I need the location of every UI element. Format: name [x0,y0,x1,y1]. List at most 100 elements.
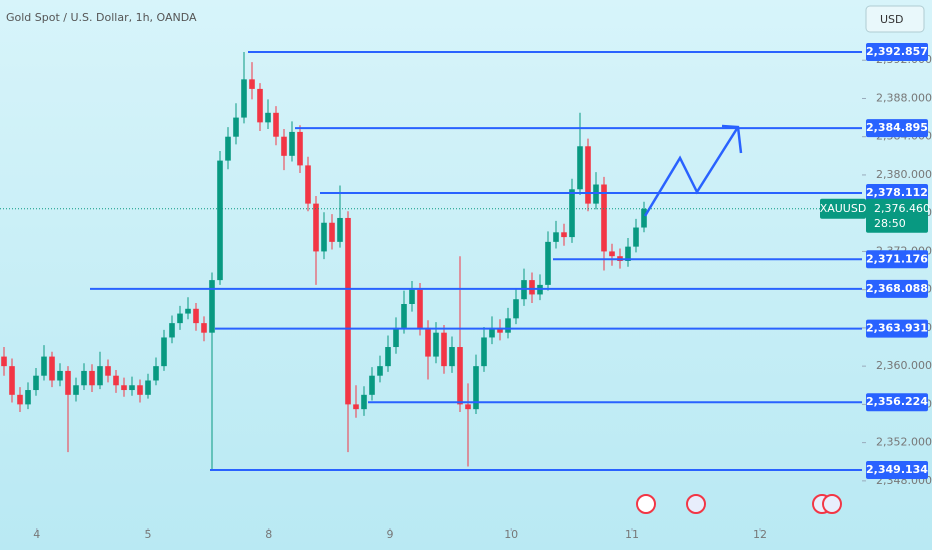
candle-body [249,79,255,89]
candle-body [345,217,351,405]
candle-body [505,318,511,333]
candle-body [121,385,127,391]
level-price-label: 2,363.931 [866,322,928,335]
arrow-head [721,124,743,154]
candle-body [465,404,471,410]
candle-body [601,184,607,252]
candle-body [257,88,263,123]
candle-body [481,337,487,367]
y-tick-label: 2,380.000 [876,168,932,181]
level-price-label: 2,392.857 [866,45,928,58]
candle-body [497,327,503,333]
candle-body [457,347,463,405]
candle-body [297,131,303,166]
candle-body [105,366,111,376]
candle-body [329,222,335,242]
x-tick-label: 12 [753,528,767,541]
candle-body [161,337,167,367]
candle-body [337,217,343,242]
candle-body [193,308,199,324]
x-tick-label: 4 [33,528,40,541]
level-price-label: 2,356.224 [866,395,928,408]
y-tick-label: 2,352.000 [876,436,932,449]
candle-body [137,385,143,395]
level-price-box [866,461,928,480]
level-price-box [866,393,928,412]
candle-body [609,251,615,257]
candle-body [25,390,31,405]
candle-body [641,208,647,228]
candle-body [73,385,79,395]
candle-body [81,370,87,386]
candle-body [225,136,231,161]
event-icon[interactable] [636,494,656,514]
candle-body [273,112,279,137]
current-price-label: 2,376.460 [874,202,930,215]
candle-body [233,117,239,137]
x-tick-label: 11 [625,528,639,541]
candle-body [529,280,535,295]
candle-body [9,366,15,395]
candle-body [313,203,319,252]
candle-body [265,112,271,123]
candle-body [473,366,479,410]
candle-body [169,323,175,338]
chart-title: Gold Spot / U.S. Dollar, 1h, OANDA [6,11,197,24]
candle-body [449,347,455,367]
x-tick-label: 5 [145,528,152,541]
candle-body [217,160,223,281]
candle-body [369,375,375,395]
symbol-label: XAUUSD [820,202,867,215]
event-icon[interactable] [686,494,706,514]
candle-body [553,232,559,242]
event-icon[interactable] [822,494,842,514]
level-price-box [866,119,928,138]
level-price-label: 2,371.176 [866,252,928,265]
candle-body [353,404,359,410]
candle-body [577,146,583,190]
candle-body [209,280,215,333]
candle-body [441,332,447,367]
candle-body [33,375,39,391]
candle-body [409,289,415,305]
candle-body [433,332,439,357]
level-price-box [866,183,928,202]
candle-body [425,327,431,357]
level-price-label: 2,378.112 [866,186,928,199]
y-tick-label: 2,388.000 [876,91,932,104]
currency-button[interactable] [865,5,925,33]
candle-body [401,304,407,328]
candle-body [1,356,7,367]
level-price-box [866,250,928,269]
candle-body [153,366,159,381]
candle-body [57,370,63,381]
candle-body [321,222,327,252]
x-tick-label: 10 [504,528,518,541]
candle-body [417,289,423,328]
candle-body [185,308,191,314]
candle-body [129,385,135,391]
symbol-box [820,198,866,219]
candle-body [561,232,567,238]
candle-body [97,366,103,386]
candle-body [545,241,551,285]
x-tick-label: 8 [265,528,272,541]
candle-body [201,323,207,333]
candle-body [177,313,183,324]
candle-body [377,366,383,376]
level-price-label: 2,384.895 [866,121,928,134]
level-price-label: 2,349.134 [866,463,928,476]
countdown: 28:50 [874,217,906,230]
x-tick-label: 9 [387,528,394,541]
candle-body [281,136,287,156]
level-price-box [866,319,928,338]
candle-body [305,165,311,204]
candle-body [49,356,55,381]
level-price-box [866,279,928,298]
candle-body [593,184,599,204]
candle-body [385,347,391,367]
candle-body [241,79,247,118]
level-price-box [866,43,928,62]
